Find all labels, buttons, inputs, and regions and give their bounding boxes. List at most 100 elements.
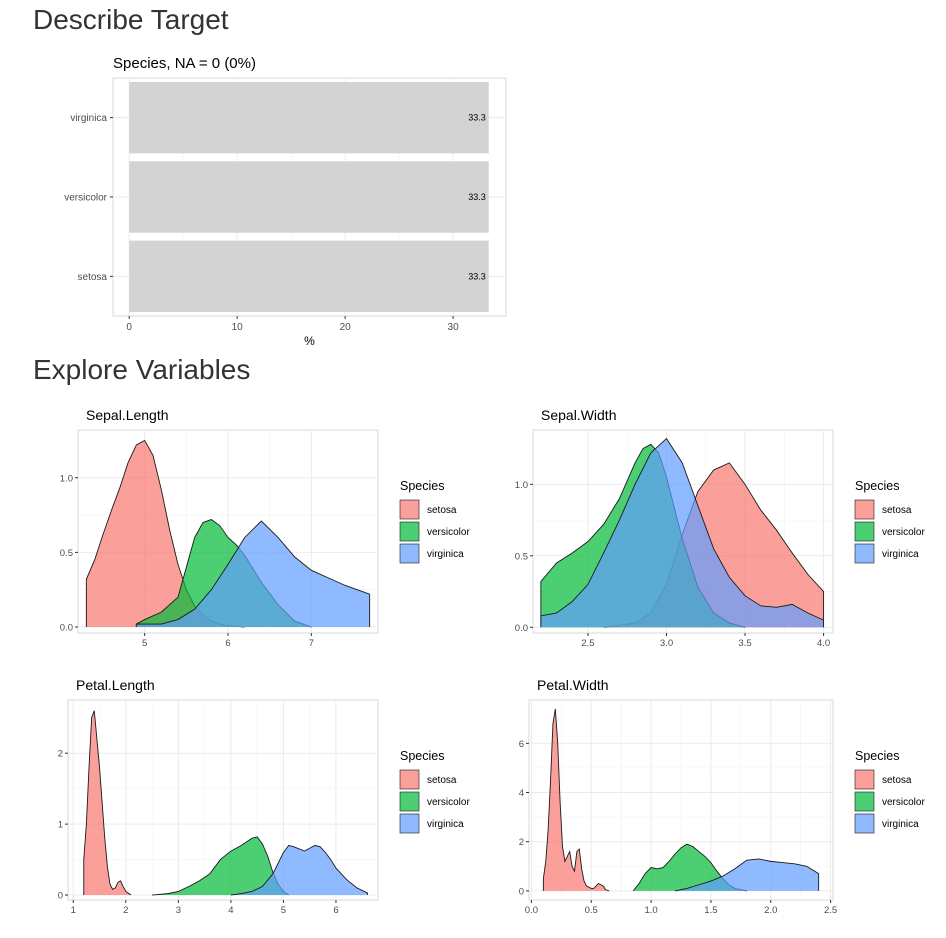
legend-key-virginica (854, 813, 875, 834)
section-title-describe-target: Describe Target (33, 4, 229, 35)
x-tick-label: 4.0 (817, 638, 830, 649)
bar-versicolor (129, 161, 489, 233)
legend-key-virginica (399, 813, 420, 834)
x-tick-label: 3 (176, 905, 181, 916)
density-area-setosa (83, 710, 132, 896)
legend-label: virginica (882, 819, 919, 830)
legend-key-versicolor (854, 521, 875, 542)
y-tick-label: 0.0 (515, 623, 528, 634)
y-tick-label: 1.0 (515, 480, 528, 491)
y-tick-label: 0.5 (515, 551, 528, 562)
bar-virginica (129, 81, 489, 154)
x-tick-label: 2.5 (824, 905, 837, 916)
chart-title: Sepal.Length (86, 407, 169, 423)
legend-label: versicolor (427, 797, 470, 808)
y-tick-label: 1 (58, 820, 63, 831)
legend-label: setosa (427, 775, 457, 786)
x-tick-label: 6 (225, 638, 230, 649)
chart-title: Sepal.Width (541, 407, 616, 423)
species-bar-chart: Species, NA = 0 (0%) 33.3 virginica 33.3 ver… (64, 55, 507, 348)
x-tick-label: 2 (123, 905, 128, 916)
legend-title: Species (855, 479, 899, 493)
density-line-virginica (230, 844, 368, 896)
density-area-versicolor (152, 836, 289, 896)
x-tick-label: 20 (340, 322, 352, 333)
legend-label: virginica (427, 819, 464, 830)
density-area-setosa (603, 462, 824, 628)
y-tick-label: 2 (58, 749, 63, 760)
legend-key-setosa (854, 769, 875, 790)
legend-key-virginica (854, 543, 875, 564)
y-tick-label: 1.0 (60, 473, 73, 484)
x-tick-label: 10 (232, 322, 244, 333)
x-tick-label: 4 (228, 905, 233, 916)
y-tick-label: 4 (519, 788, 524, 799)
x-axis-label: % (304, 334, 315, 348)
x-tick-label: 1.5 (704, 905, 717, 916)
density-line-setosa (542, 708, 610, 892)
data-label: 33.3 (468, 192, 486, 202)
density-line-virginica (674, 858, 820, 892)
legend-label: virginica (882, 549, 919, 560)
density-chart-sepal-width: Sepal.Width 2.5 3.0 3.5 4.0 0.0 0.5 1.0 Species s… (515, 407, 926, 649)
density-area-setosa (543, 708, 610, 891)
x-tick-label: 2.5 (581, 638, 594, 649)
x-tick-label: 1 (71, 905, 76, 916)
x-tick-label: 3.5 (738, 638, 751, 649)
legend-label: setosa (882, 505, 912, 516)
y-tick-label: 2 (519, 837, 524, 848)
legend-key-setosa (854, 499, 875, 520)
legend-title: Species (400, 479, 444, 493)
density-line-virginica (540, 437, 825, 628)
legend-key-virginica (399, 543, 420, 564)
density-line-virginica (135, 520, 371, 628)
density-area-virginica (230, 845, 368, 896)
density-line-setosa (83, 710, 132, 896)
density-chart-sepal-length: Sepal.Length 5 6 7 0.0 0.5 1.0 Species setosa ver… (60, 407, 471, 649)
legend-label: versicolor (882, 527, 925, 538)
density-area-virginica (540, 438, 824, 628)
x-tick-label: 30 (448, 322, 460, 333)
legend-key-setosa (399, 499, 420, 520)
x-tick-label: 1.0 (644, 905, 657, 916)
y-tick-label: 0.5 (60, 548, 73, 559)
legend-key-setosa (399, 769, 420, 790)
legend-key-versicolor (854, 791, 875, 812)
y-tick-label: virginica (70, 113, 107, 124)
legend-label: setosa (882, 775, 912, 786)
density-chart-petal-width: Petal.Width 0.0 0.5 1.0 1.5 2.0 2.5 0 2 4 6 Species… (519, 677, 926, 916)
legend-label: versicolor (882, 797, 925, 808)
legend-title: Species (855, 749, 899, 763)
x-tick-label: 0.0 (525, 905, 538, 916)
legend-label: virginica (427, 549, 464, 560)
legend-key-versicolor (399, 791, 420, 812)
density-area-virginica (136, 521, 370, 628)
y-tick-label: 0 (58, 891, 63, 902)
x-tick-label: 6 (333, 905, 338, 916)
y-tick-label: 6 (519, 739, 524, 750)
chart-title: Petal.Length (76, 677, 155, 693)
y-tick-label: versicolor (64, 193, 107, 204)
y-tick-label: setosa (78, 272, 108, 283)
data-label: 33.3 (468, 113, 486, 123)
legend-label: setosa (427, 505, 457, 516)
legend-key-versicolor (399, 521, 420, 542)
chart-title: Petal.Width (537, 677, 609, 693)
density-area-virginica (675, 858, 819, 891)
y-tick-label: 0 (519, 886, 524, 897)
x-tick-label: 5 (281, 905, 286, 916)
legend-label: versicolor (427, 527, 470, 538)
section-title-explore-variables: Explore Variables (33, 354, 251, 385)
x-tick-label: 0.5 (585, 905, 598, 916)
x-tick-label: 7 (309, 638, 314, 649)
density-area-setosa (86, 440, 245, 628)
x-tick-label: 5 (142, 638, 147, 649)
legend-title: Species (400, 749, 444, 763)
x-tick-label: 0 (126, 322, 132, 333)
x-tick-label: 2.0 (764, 905, 777, 916)
bar-setosa (129, 240, 489, 313)
chart-title: Species, NA = 0 (0%) (113, 55, 256, 72)
x-tick-label: 3.0 (660, 638, 673, 649)
data-label: 33.3 (468, 271, 486, 281)
